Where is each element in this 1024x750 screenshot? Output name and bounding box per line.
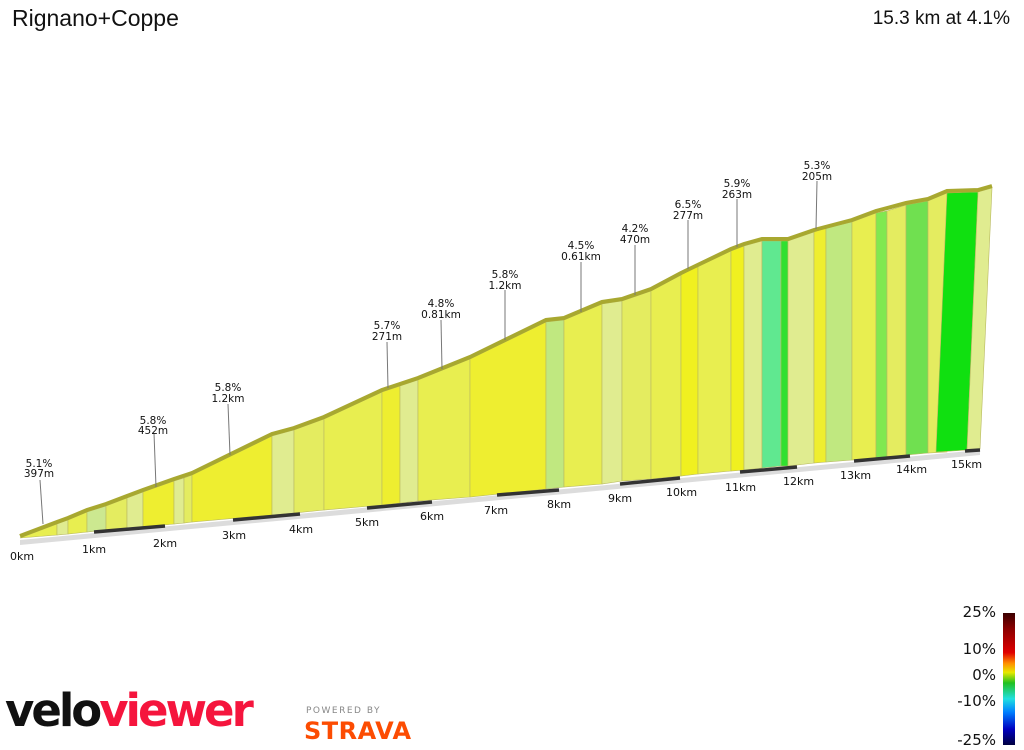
climb-summary: 15.3 km at 4.1% xyxy=(872,8,1010,29)
veloviewer-logo: veloviewer xyxy=(5,688,254,733)
svg-text:4.5%: 4.5% xyxy=(568,240,595,252)
svg-text:5.8%: 5.8% xyxy=(492,269,519,281)
x-axis-labels: 0km 1km 2km 3km 4km 5km 6km 7km 8km 9km … xyxy=(10,458,982,563)
gradient-segments xyxy=(19,187,993,539)
svg-text:15km: 15km xyxy=(951,458,982,471)
baseline xyxy=(20,450,980,545)
powered-by-label: POWERED BY xyxy=(306,706,382,716)
svg-text:397m: 397m xyxy=(24,468,54,480)
svg-text:470m: 470m xyxy=(620,234,650,246)
svg-text:7km: 7km xyxy=(484,504,508,517)
svg-text:6.5%: 6.5% xyxy=(675,199,702,211)
svg-text:5.9%: 5.9% xyxy=(724,178,751,190)
logo-viewer: viewer xyxy=(99,684,254,737)
svg-text:263m: 263m xyxy=(722,189,752,201)
svg-text:277m: 277m xyxy=(673,210,703,222)
svg-text:13km: 13km xyxy=(840,469,871,482)
svg-text:4.8%: 4.8% xyxy=(428,298,455,310)
svg-text:0km: 0km xyxy=(10,550,34,563)
logo-velo: velo xyxy=(5,684,102,737)
profile-ridge xyxy=(19,184,993,538)
svg-text:4.2%: 4.2% xyxy=(622,223,649,235)
svg-text:8km: 8km xyxy=(547,498,571,511)
legend-label-10: 10% xyxy=(962,640,996,658)
svg-text:5km: 5km xyxy=(355,516,379,529)
legend-label-minus-25: -25% xyxy=(957,731,996,749)
svg-text:5.8%: 5.8% xyxy=(140,415,167,427)
svg-text:10km: 10km xyxy=(666,486,697,499)
legend-label-0: 0% xyxy=(972,666,996,684)
svg-text:6km: 6km xyxy=(420,510,444,523)
svg-text:2km: 2km xyxy=(153,537,177,550)
svg-text:0.61km: 0.61km xyxy=(561,251,601,263)
strava-logo: STRAVA xyxy=(304,717,412,745)
svg-text:14km: 14km xyxy=(896,463,927,476)
legend-label-minus-10: -10% xyxy=(957,692,996,710)
svg-text:1km: 1km xyxy=(82,543,106,556)
svg-text:5.1%: 5.1% xyxy=(26,458,53,470)
svg-text:0.81km: 0.81km xyxy=(421,309,461,321)
climb-annotations: 5.1% 397m 5.8% 452m 5.8% 1.2km 5.7% 271m… xyxy=(24,160,832,480)
svg-text:4km: 4km xyxy=(289,523,313,536)
svg-text:11km: 11km xyxy=(725,481,756,494)
svg-text:12km: 12km xyxy=(783,475,814,488)
gradient-color-scale xyxy=(1003,613,1015,745)
svg-text:1.2km: 1.2km xyxy=(211,393,244,405)
climb-title: Rignano+Coppe xyxy=(12,5,179,31)
annotation-lines xyxy=(39,180,818,525)
svg-text:3km: 3km xyxy=(222,529,246,542)
svg-text:1.2km: 1.2km xyxy=(488,280,521,292)
svg-text:5.3%: 5.3% xyxy=(804,160,831,172)
km-bars xyxy=(93,448,981,534)
elevation-profile-chart: 0km 1km 2km 3km 4km 5km 6km 7km 8km 9km … xyxy=(10,160,993,563)
svg-text:5.7%: 5.7% xyxy=(374,320,401,332)
svg-text:5.8%: 5.8% xyxy=(215,382,242,394)
svg-text:205m: 205m xyxy=(802,171,832,183)
gradient-legend: 25% 10% 0% -10% -25% xyxy=(940,600,1024,750)
svg-text:9km: 9km xyxy=(608,492,632,505)
svg-text:271m: 271m xyxy=(372,331,402,343)
legend-label-25: 25% xyxy=(962,603,996,621)
svg-text:452m: 452m xyxy=(138,425,168,437)
